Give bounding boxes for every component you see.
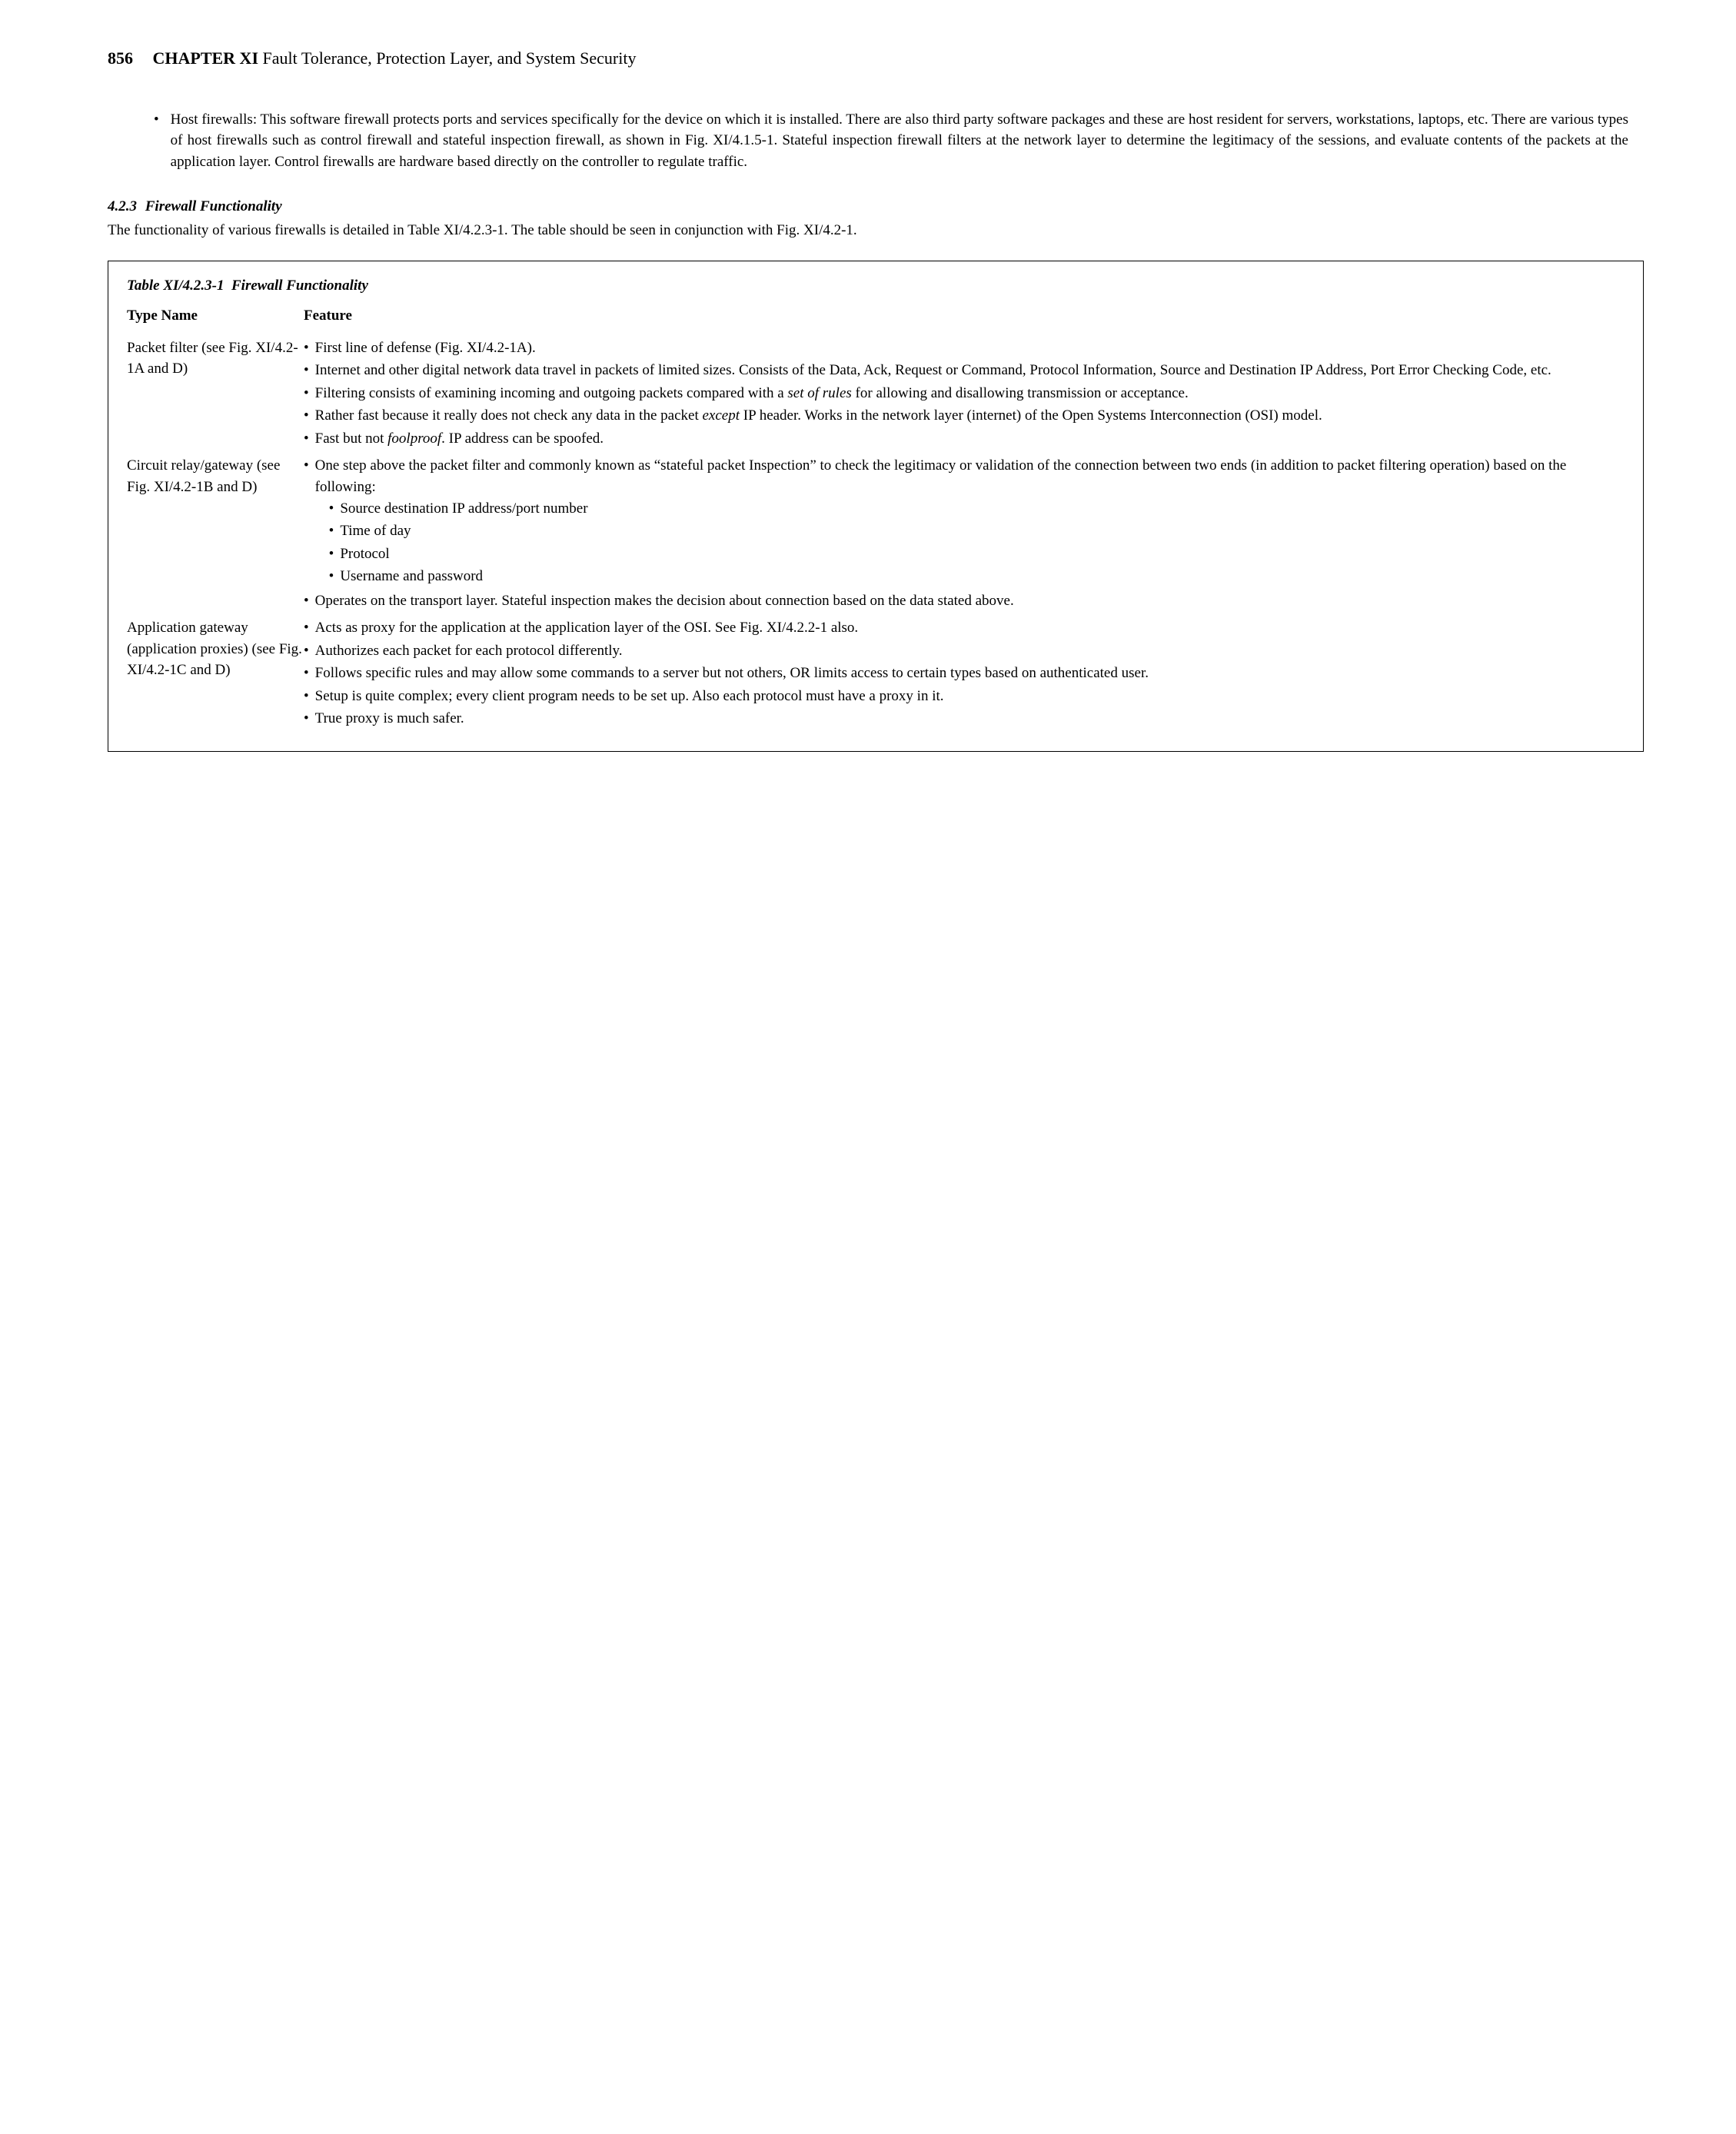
feature-item: • Acts as proxy for the application at th… <box>304 617 1625 639</box>
table-row: Circuit relay/gateway (see Fig. XI/4.2-1… <box>127 455 1625 613</box>
firewall-functionality-table: Table XI/4.2.3-1 Firewall Functionality … <box>108 261 1644 752</box>
section-heading: 4.2.3 Firewall Functionality <box>108 196 1659 218</box>
feature-text: First line of defense (Fig. XI/4.2-1A). <box>315 337 536 359</box>
bullet-icon: • <box>304 383 309 404</box>
feature-sub-list: • Source destination IP address/port numb… <box>329 498 1625 587</box>
caption-title: Firewall Functionality <box>231 278 368 294</box>
sub-item-text: Time of day <box>340 520 411 542</box>
bullet-text: Host firewalls: This software firewall p… <box>171 109 1628 173</box>
feature-sub-item: • Protocol <box>329 543 1625 565</box>
page-number: 856 <box>108 48 133 68</box>
feature-item: • First line of defense (Fig. XI/4.2-1A). <box>304 337 1625 359</box>
feature-text: Fast but not foolproof. IP address can b… <box>315 428 604 450</box>
table-row: Application gateway (application proxies… <box>127 617 1625 731</box>
chapter-title: Fault Tolerance, Protection Layer, and S… <box>263 48 637 68</box>
type-name-cell: Circuit relay/gateway (see Fig. XI/4.2-1… <box>127 455 304 613</box>
feature-text: Setup is quite complex; every client pro… <box>315 686 944 707</box>
bullet-icon: • <box>154 109 159 173</box>
type-name-cell: Application gateway (application proxies… <box>127 617 304 731</box>
feature-text: Internet and other digital network data … <box>315 360 1551 381</box>
feature-item: •One step above the packet filter and co… <box>304 455 1625 588</box>
bullet-icon: • <box>304 405 309 427</box>
feature-item: • Fast but not foolproof. IP address can … <box>304 428 1625 450</box>
feature-text: Filtering consists of examining incoming… <box>315 383 1189 404</box>
host-firewalls-bullet: • Host firewalls: This software firewall… <box>154 109 1628 173</box>
feature-sub-item: • Username and password <box>329 566 1625 587</box>
feature-item: • True proxy is much safer. <box>304 708 1625 730</box>
col-header-feature: Feature <box>304 305 1625 327</box>
bullet-icon: • <box>304 708 309 730</box>
bullet-icon: • <box>329 520 334 542</box>
table-header-row: Type Name Feature <box>127 305 1625 327</box>
feature-item: • Operates on the transport layer. Statef… <box>304 590 1625 612</box>
feature-item: • Setup is quite complex; every client pr… <box>304 686 1625 707</box>
bullet-icon: • <box>304 455 309 588</box>
bullet-icon: • <box>304 640 309 662</box>
type-name-cell: Packet filter (see Fig. XI/4.2-1A and D) <box>127 337 304 451</box>
feature-list: • Acts as proxy for the application at th… <box>304 617 1625 730</box>
feature-text: Rather fast because it really does not c… <box>315 405 1322 427</box>
bullet-icon: • <box>304 428 309 450</box>
bullet-icon: • <box>329 566 334 587</box>
page-header: 856 CHAPTER XI Fault Tolerance, Protecti… <box>108 46 1659 71</box>
bullet-icon: • <box>329 498 334 520</box>
feature-list: •One step above the packet filter and co… <box>304 455 1625 611</box>
table-caption: Table XI/4.2.3-1 Firewall Functionality <box>127 275 1625 297</box>
feature-text: One step above the packet filter and com… <box>315 455 1625 588</box>
caption-label: Table XI/4.2.3-1 <box>127 278 224 294</box>
feature-item: • Follows specific rules and may allow so… <box>304 663 1625 684</box>
feature-sub-item: • Source destination IP address/port numb… <box>329 498 1625 520</box>
sub-item-text: Username and password <box>340 566 483 587</box>
table-body: Packet filter (see Fig. XI/4.2-1A and D)… <box>127 337 1625 731</box>
feature-cell: • First line of defense (Fig. XI/4.2-1A).… <box>304 337 1625 451</box>
bullet-icon: • <box>304 590 309 612</box>
bullet-icon: • <box>304 663 309 684</box>
bullet-icon: • <box>304 617 309 639</box>
feature-text: True proxy is much safer. <box>315 708 464 730</box>
feature-list: • First line of defense (Fig. XI/4.2-1A).… <box>304 337 1625 450</box>
feature-item: • Internet and other digital network data… <box>304 360 1625 381</box>
bullet-icon: • <box>304 337 309 359</box>
bullet-icon: • <box>304 360 309 381</box>
feature-text: Acts as proxy for the application at the… <box>315 617 859 639</box>
feature-cell: •One step above the packet filter and co… <box>304 455 1625 613</box>
table-row: Packet filter (see Fig. XI/4.2-1A and D)… <box>127 337 1625 451</box>
feature-cell: • Acts as proxy for the application at th… <box>304 617 1625 731</box>
feature-text: Authorizes each packet for each protocol… <box>315 640 623 662</box>
bullet-icon: • <box>329 543 334 565</box>
chapter-label: CHAPTER XI <box>153 48 259 68</box>
feature-item: • Rather fast because it really does not … <box>304 405 1625 427</box>
feature-sub-item: • Time of day <box>329 520 1625 542</box>
section-number: 4.2.3 <box>108 198 137 214</box>
bullet-icon: • <box>304 686 309 707</box>
feature-text: Operates on the transport layer. Statefu… <box>315 590 1014 612</box>
sub-item-text: Source destination IP address/port numbe… <box>340 498 587 520</box>
section-title: Firewall Functionality <box>145 198 282 214</box>
feature-item: • Filtering consists of examining incomin… <box>304 383 1625 404</box>
feature-item: • Authorizes each packet for each protoco… <box>304 640 1625 662</box>
section-intro: The functionality of various firewalls i… <box>108 220 1628 241</box>
sub-item-text: Protocol <box>340 543 389 565</box>
col-header-type: Type Name <box>127 305 304 327</box>
feature-text: Follows specific rules and may allow som… <box>315 663 1149 684</box>
